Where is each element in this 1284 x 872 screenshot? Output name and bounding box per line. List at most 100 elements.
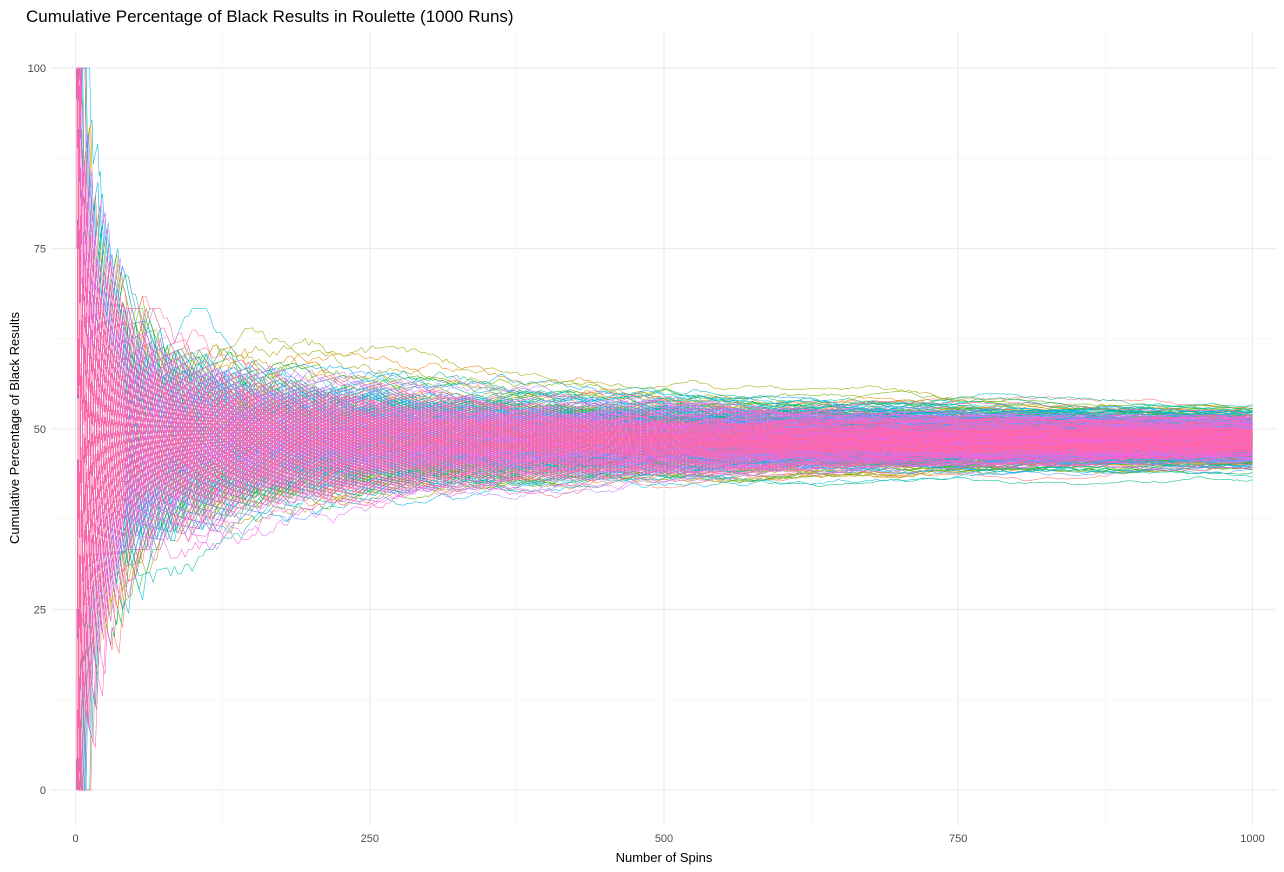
run-line bbox=[76, 308, 1253, 790]
run-line bbox=[76, 308, 1253, 790]
run-line bbox=[76, 68, 1253, 598]
run-line bbox=[76, 68, 1253, 646]
run-line bbox=[76, 68, 1253, 630]
run-line bbox=[76, 241, 1253, 791]
run-line bbox=[76, 325, 1253, 790]
run-line bbox=[76, 444, 1253, 791]
run-line bbox=[76, 68, 1253, 646]
run-line bbox=[76, 308, 1253, 790]
run-line bbox=[76, 308, 1253, 790]
run-line bbox=[76, 68, 1253, 630]
run-line bbox=[76, 308, 1253, 790]
run-line bbox=[76, 67, 1253, 630]
x-axis-title: Number of Spins bbox=[616, 850, 713, 865]
run-line bbox=[76, 274, 1253, 790]
run-line bbox=[76, 308, 1253, 790]
run-line bbox=[76, 67, 1253, 455]
run-line bbox=[76, 68, 1253, 445]
run-line bbox=[76, 409, 1253, 791]
run-line bbox=[76, 68, 1253, 646]
run-line bbox=[76, 68, 1253, 646]
run-line bbox=[76, 308, 1253, 790]
run-line bbox=[76, 274, 1253, 791]
run-line bbox=[76, 308, 1253, 790]
run-line bbox=[76, 308, 1253, 790]
run-line bbox=[76, 425, 1253, 791]
run-line bbox=[76, 274, 1253, 790]
run-line bbox=[76, 68, 1253, 622]
x-tick-label: 0 bbox=[72, 833, 78, 845]
run-line bbox=[76, 308, 1253, 790]
run-line bbox=[76, 308, 1253, 790]
run-line bbox=[76, 397, 1253, 791]
run-line bbox=[76, 293, 1253, 791]
run-line bbox=[76, 67, 1253, 445]
run-line bbox=[76, 308, 1253, 790]
run-line bbox=[76, 67, 1253, 440]
run-line bbox=[76, 453, 1253, 791]
run-line bbox=[76, 453, 1253, 791]
run-line bbox=[76, 308, 1253, 790]
run-line bbox=[76, 327, 1253, 791]
run-line bbox=[76, 284, 1253, 790]
run-line bbox=[76, 308, 1253, 790]
run-line bbox=[76, 68, 1253, 654]
run-line bbox=[76, 264, 1253, 791]
run-line bbox=[76, 274, 1253, 790]
y-axis-tick-labels: 0 25 50 75 100 bbox=[28, 63, 46, 797]
run-line bbox=[76, 68, 1253, 646]
run-line bbox=[76, 260, 1253, 790]
y-tick-label: 25 bbox=[34, 604, 46, 616]
run-line bbox=[76, 308, 1253, 790]
run-line bbox=[76, 308, 1253, 790]
run-line bbox=[76, 67, 1253, 453]
run-line bbox=[76, 68, 1253, 594]
run-line bbox=[76, 308, 1253, 790]
run-line bbox=[76, 293, 1253, 791]
run-line bbox=[76, 67, 1253, 439]
run-line bbox=[76, 68, 1253, 456]
run-line bbox=[76, 325, 1253, 791]
run-line bbox=[76, 67, 1253, 571]
run-line bbox=[76, 68, 1253, 646]
run-line bbox=[76, 308, 1253, 790]
run-line bbox=[76, 308, 1253, 790]
run-line bbox=[76, 308, 1253, 790]
run-line bbox=[76, 68, 1253, 646]
run-line bbox=[76, 308, 1253, 790]
run-line bbox=[76, 308, 1253, 790]
run-line bbox=[76, 308, 1253, 790]
run-line bbox=[76, 67, 1253, 423]
y-axis-title: Cumulative Percentage of Black Results bbox=[7, 312, 22, 544]
run-line bbox=[76, 444, 1253, 791]
x-tick-label: 500 bbox=[655, 833, 673, 845]
run-line bbox=[76, 456, 1253, 791]
run-line bbox=[76, 308, 1253, 790]
run-line bbox=[76, 450, 1253, 791]
run-line bbox=[76, 348, 1253, 791]
run-line bbox=[76, 68, 1253, 646]
run-line bbox=[76, 459, 1253, 791]
run-line bbox=[76, 68, 1253, 679]
run-line bbox=[76, 284, 1253, 790]
run-line bbox=[76, 308, 1253, 790]
run-line bbox=[76, 308, 1253, 791]
run-line bbox=[76, 68, 1253, 624]
run-line bbox=[76, 67, 1253, 476]
run-line bbox=[76, 67, 1253, 454]
run-line bbox=[76, 68, 1253, 659]
series-lines bbox=[76, 67, 1253, 791]
run-line bbox=[76, 427, 1253, 791]
run-line bbox=[76, 68, 1253, 646]
run-line bbox=[76, 67, 1253, 594]
run-line bbox=[76, 68, 1253, 646]
run-line bbox=[76, 308, 1253, 790]
run-line bbox=[76, 228, 1253, 790]
run-line bbox=[76, 67, 1253, 453]
run-line bbox=[76, 308, 1253, 790]
run-line bbox=[76, 274, 1253, 790]
run-line bbox=[76, 68, 1253, 679]
run-line bbox=[76, 284, 1253, 790]
run-line bbox=[76, 67, 1253, 443]
